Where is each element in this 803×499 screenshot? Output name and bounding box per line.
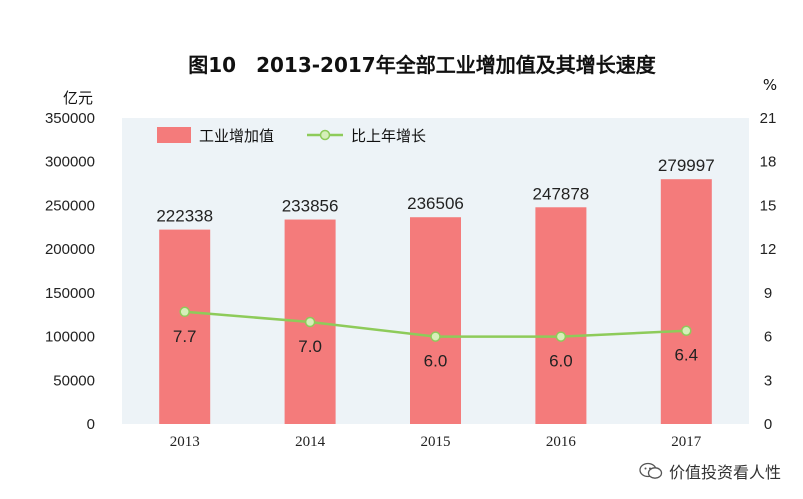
y-right-tick-label: 3: [764, 372, 772, 389]
x-tick-label: 2017: [671, 434, 702, 450]
y-left-tick-label: 250000: [45, 197, 95, 214]
growth-point: [555, 331, 567, 342]
y-left-tick-label: 200000: [45, 241, 95, 258]
y-left-axis-label: 亿元: [63, 89, 93, 107]
bar-labels: 222338 233856 236506 247878 279997: [156, 156, 714, 225]
growth-point: [681, 325, 692, 336]
growth-value-label: 6.4: [674, 346, 698, 365]
bar-value-label: 233856: [282, 197, 339, 216]
legend: 工业增加值 比上年增长: [157, 127, 426, 145]
bar-value-label: 279997: [658, 156, 715, 175]
legend-line-label: 比上年增长: [351, 127, 426, 145]
bar: [410, 217, 461, 424]
y-right-tick-label: 12: [760, 241, 777, 258]
x-tick-label: 2014: [295, 434, 326, 450]
y-right-tick-label: 6: [764, 329, 772, 346]
watermark-text: 价值投资看人性: [668, 463, 781, 482]
wechat-icon: [639, 462, 663, 479]
y-left-tick-label: 300000: [45, 154, 95, 171]
x-tick-label: 2016: [546, 434, 577, 450]
y-left-tick-label: 0: [87, 416, 95, 433]
bar-value-label: 247878: [533, 184, 590, 203]
growth-point: [430, 331, 441, 342]
watermark: 价值投资看人性: [639, 459, 781, 483]
bar: [159, 229, 211, 424]
y-left-ticks: 0 50000 100000 150000 200000 250000 300000 3500…: [45, 110, 95, 433]
growth-point: [179, 306, 190, 318]
legend-bar-label: 工业增加值: [199, 127, 274, 145]
line-labels: 7.7 7.0 6.0 6.0 6.4: [173, 327, 698, 371]
y-right-axis-label: %: [763, 76, 777, 94]
bars: [159, 179, 712, 424]
y-left-tick-label: 350000: [45, 110, 95, 127]
bar-value-label: 222338: [156, 207, 213, 226]
y-right-tick-label: 15: [760, 197, 777, 214]
bar: [535, 207, 587, 424]
legend-bar-swatch: [157, 127, 191, 143]
x-tick-label: 2015: [421, 434, 451, 450]
growth-point: [304, 316, 316, 328]
growth-line-layer: [179, 306, 692, 342]
y-left-tick-label: 150000: [45, 285, 95, 302]
growth-value-label: 7.0: [298, 337, 322, 356]
y-right-ticks: 0 3 6 9 12 15 18 21: [760, 110, 777, 433]
legend-line-marker: [319, 129, 331, 141]
y-left-tick-label: 50000: [53, 372, 95, 389]
y-left-tick-label: 100000: [45, 329, 95, 346]
x-tick-label: 2013: [170, 434, 200, 450]
y-right-tick-label: 9: [764, 285, 772, 302]
growth-value-label: 6.0: [424, 352, 448, 371]
y-right-tick-label: 18: [760, 154, 777, 171]
y-right-tick-label: 0: [764, 416, 772, 433]
growth-value-label: 7.7: [173, 327, 197, 346]
growth-value-label: 6.0: [549, 352, 573, 371]
bar: [660, 179, 712, 424]
chart-title: 图10 2013-2017年全部工业增加值及其增长速度: [188, 53, 656, 77]
bar-value-label: 236506: [407, 194, 464, 213]
x-ticks: 2013 2014 2015 2016 2017: [170, 434, 702, 450]
y-right-tick-label: 21: [760, 110, 777, 127]
